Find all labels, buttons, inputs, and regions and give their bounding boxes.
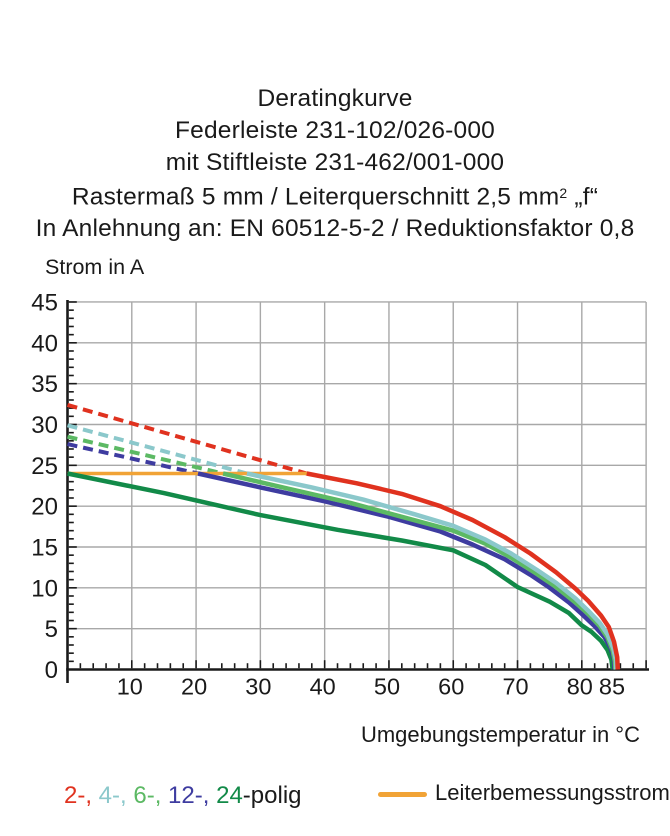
y-tick-label: 30 (31, 412, 58, 439)
x-tick-label: 60 (438, 674, 464, 700)
curve-2-polig-derating-dashed (66, 402, 308, 476)
y-tick-label: 15 (31, 534, 58, 561)
y-tick-label: 20 (31, 494, 58, 521)
title-line-4: Rastermaß 5 mm / Leiterquerschnitt 2,5 m… (0, 178, 670, 213)
x-axis-title: Umgebungstemperatur in °C (360, 722, 640, 747)
y-tick-label: 5 (45, 616, 58, 643)
curve-6-polig-derating-dashed (67, 434, 224, 476)
y-axis-title: Strom in A (45, 255, 145, 279)
superscript-2: 2 (559, 185, 568, 202)
y-tick-label: 10 (31, 575, 58, 602)
rated-current-label: Leiterbemessungsstrom (435, 780, 670, 805)
curve-24-polig (67, 471, 615, 670)
y-tick-label: 25 (31, 453, 58, 480)
legend-part: 2-, (64, 782, 93, 809)
x-tick-label: 40 (310, 674, 336, 700)
curve-4-polig (246, 471, 619, 670)
y-tick-label: 0 (45, 657, 58, 684)
x-tick-label: 10 (117, 674, 143, 700)
x-tick-label: 20 (181, 674, 207, 700)
title-line-4-suffix: „f“ (567, 183, 599, 211)
title-line-2: Federleiste 231-102/026-000 (174, 116, 496, 144)
chart-title-block: Deratingkurve Federleiste 231-102/026-00… (0, 83, 670, 245)
legend-part: -polig (242, 782, 302, 809)
title-line-1: Deratingkurve (257, 85, 413, 112)
x-tick-label: 85 (599, 674, 625, 700)
y-tick-label: 45 (31, 289, 58, 316)
curve-4-polig-derating-dashed (66, 423, 248, 476)
y-tick-label: 35 (31, 371, 58, 398)
legend-part: 6-, (126, 782, 162, 809)
rated-current-line-swatch (378, 792, 427, 797)
title-line-3: mit Stiftleiste 231-462/001-000 (165, 148, 505, 176)
title-line-5: In Anlehnung an: EN 60512-5-2 / Reduktio… (35, 215, 635, 243)
legend-pole-counts: 2-, 4-, 6-, 12-, 24-polig (64, 782, 302, 810)
x-tick-label: 30 (245, 674, 271, 700)
legend-part: 4-, (92, 782, 127, 809)
curve-12-polig-derating-dashed (67, 442, 199, 476)
title-line-4-text: Rastermaß 5 mm / Leiterquerschnitt 2,5 m… (71, 183, 560, 211)
x-tick-label: 50 (374, 674, 400, 700)
y-tick-label: 40 (31, 330, 58, 357)
x-tick-label: 80 (567, 674, 593, 700)
curve-2-polig (306, 471, 621, 670)
legend-part: 12-, (161, 782, 210, 809)
legend-part: 24 (209, 782, 243, 809)
x-tick-label: 70 (502, 674, 528, 700)
